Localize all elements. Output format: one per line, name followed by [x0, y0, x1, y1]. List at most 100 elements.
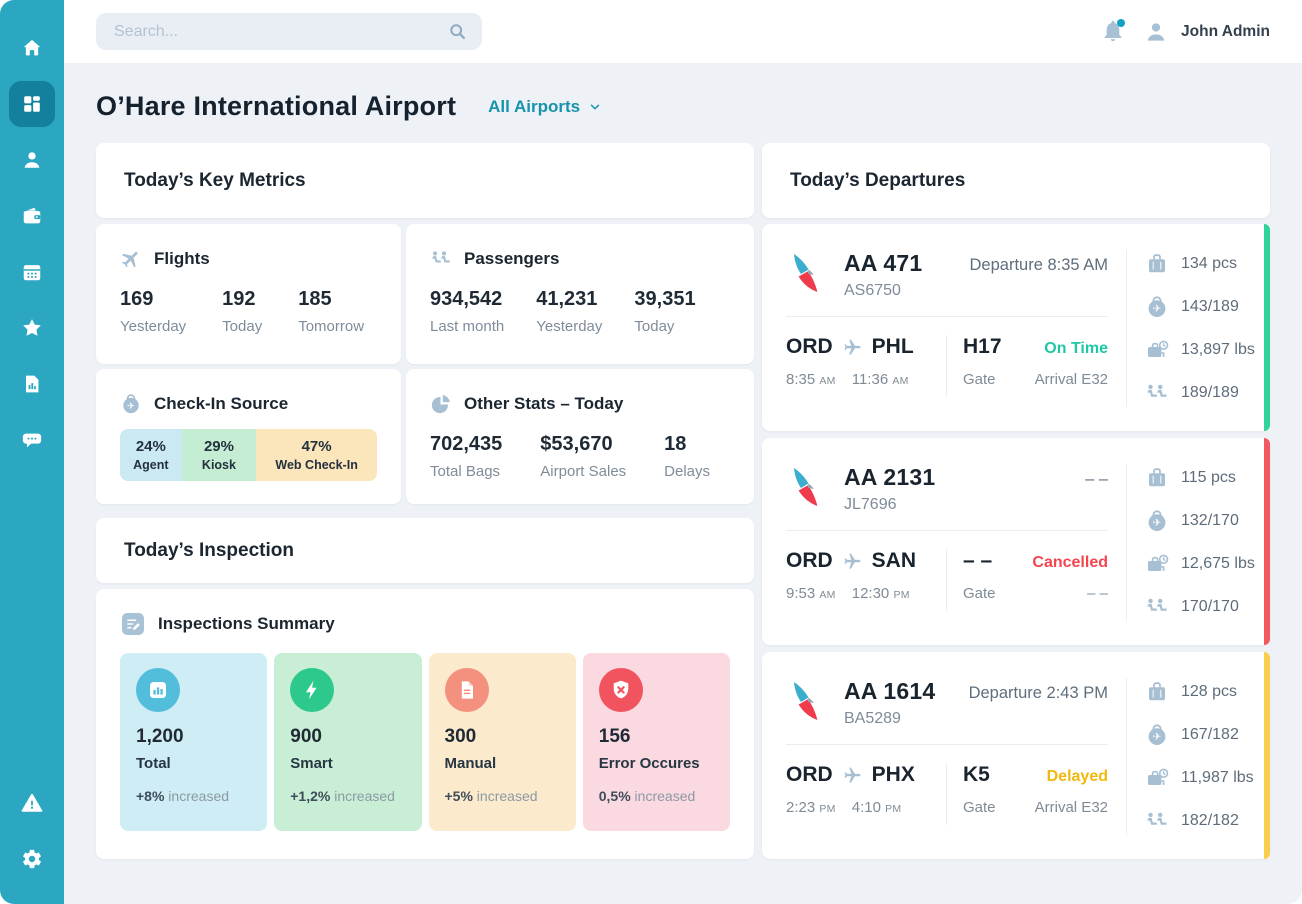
passengers-icon	[430, 248, 452, 270]
divider	[786, 316, 1108, 317]
flight-number: AA 1614	[844, 678, 936, 704]
passengers-icon	[1145, 595, 1169, 619]
status-badge: On Time	[1044, 340, 1108, 357]
user-name: John Admin	[1181, 22, 1270, 40]
user-icon	[21, 149, 43, 171]
inspections-summary-card: Inspections Summary 1,200 Total +8% incr…	[96, 589, 754, 859]
departures-header: Today’s Departures	[762, 143, 1270, 218]
other-stat: $53,670 Airport Sales	[540, 433, 627, 480]
plane-icon	[843, 552, 862, 571]
checkin-segment-bar: 24% Agent 29% Kiosk 47% Web Check-In	[120, 429, 377, 481]
origin-code: ORD	[786, 335, 833, 358]
flights-stat: 185 Tomorrow	[298, 288, 365, 335]
departures-title: Today’s Departures	[790, 169, 966, 191]
flight-number: AA 2131	[844, 464, 936, 490]
inspection-header: Today’s Inspection	[96, 518, 754, 583]
sidebar-item-wallet[interactable]	[9, 193, 55, 239]
arrival-gate: Arrival E32	[1034, 799, 1108, 816]
home-icon	[21, 37, 43, 59]
plane-takeoff-icon	[120, 248, 142, 270]
passengers-stat: 39,351 Today	[634, 288, 696, 335]
codeshare-number: BA5289	[844, 710, 901, 727]
key-metrics-title: Today’s Key Metrics	[124, 169, 306, 191]
baggage-count: 115 pcs	[1145, 466, 1255, 490]
user-menu[interactable]: John Admin	[1143, 19, 1270, 45]
sidebar-item-calendar[interactable]	[9, 249, 55, 295]
gate-label: Gate	[963, 585, 996, 602]
inspections-summary-title: Inspections Summary	[158, 614, 335, 633]
divider	[786, 744, 1108, 745]
cargo-bag-icon	[1145, 509, 1169, 533]
weight-count: 11,987 lbs	[1145, 766, 1254, 790]
departure-time: 2:23 PM	[786, 799, 836, 816]
airline-logo-icon	[786, 678, 830, 722]
sidebar	[0, 0, 64, 904]
flight-card-aa471[interactable]: AA 471 AS6750 Departure 8:35 AM ORD	[762, 224, 1270, 431]
cargo-bag-icon	[1145, 295, 1169, 319]
gate-label: Gate	[963, 799, 996, 816]
divider	[946, 335, 947, 397]
departure-note: Departure 2:43 PM	[968, 684, 1108, 702]
search-input[interactable]: Search...	[96, 13, 482, 50]
seats-count: 182/182	[1145, 809, 1254, 833]
weight-count: 13,897 lbs	[1145, 338, 1255, 362]
search-icon[interactable]	[447, 21, 468, 42]
departure-time: 8:35 AM	[786, 371, 836, 388]
star-icon	[21, 317, 43, 339]
sidebar-item-alerts[interactable]	[9, 780, 55, 826]
status-accent-bar	[1264, 652, 1270, 859]
suitcase-icon	[1145, 466, 1169, 490]
other-stat: 702,435 Total Bags	[430, 433, 503, 480]
sidebar-item-home[interactable]	[9, 25, 55, 71]
airport-filter-dropdown[interactable]: All Airports	[488, 97, 602, 117]
wallet-icon	[21, 205, 43, 227]
checkin-segment-kiosk: 29% Kiosk	[181, 429, 257, 481]
passengers-icon	[1145, 381, 1169, 405]
flight-card-aa2131[interactable]: AA 2131 JL7696 – – ORD	[762, 438, 1270, 645]
seats-count: 170/170	[1145, 595, 1255, 619]
flight-card-aa1614[interactable]: AA 1614 BA5289 Departure 2:43 PM ORD	[762, 652, 1270, 859]
inspection-title: Today’s Inspection	[124, 539, 294, 561]
origin-code: ORD	[786, 763, 833, 786]
sidebar-item-favorites[interactable]	[9, 305, 55, 351]
bar-chart-icon	[136, 668, 180, 712]
cargo-count: 167/182	[1145, 723, 1254, 747]
flights-stat: 192 Today	[222, 288, 263, 335]
status-accent-bar	[1264, 438, 1270, 645]
codeshare-number: AS6750	[844, 282, 901, 299]
search-placeholder: Search...	[114, 22, 179, 40]
passengers-card: Passengers 934,542 Last month 41,231 Yeste…	[406, 224, 754, 364]
lightning-icon	[290, 668, 335, 712]
destination-code: PHL	[871, 335, 914, 358]
other-stat: 18 Delays	[664, 433, 711, 480]
flights-stat: 169 Yesterday	[120, 288, 187, 335]
content-area: O’Hare International Airport All Airport…	[64, 64, 1302, 904]
notifications-button[interactable]	[1101, 18, 1127, 45]
divider	[786, 530, 1108, 531]
weight-icon	[1145, 338, 1169, 362]
sidebar-item-users[interactable]	[9, 137, 55, 183]
checkin-bag-icon	[120, 393, 142, 415]
weight-icon	[1145, 552, 1169, 576]
inspection-total-card: 1,200 Total +8% increased	[120, 653, 268, 831]
arrival-gate: Arrival E32	[1034, 371, 1108, 388]
gate-number: – –	[963, 549, 993, 572]
departure-note: – –	[1085, 470, 1108, 488]
sidebar-item-messages[interactable]	[9, 417, 55, 463]
inspection-manual-card: 300 Manual +5% increased	[428, 653, 576, 831]
status-accent-bar	[1264, 224, 1270, 431]
sidebar-item-settings[interactable]	[9, 836, 55, 882]
departure-note: Departure 8:35 AM	[969, 256, 1109, 274]
topbar: Search... John Admin	[64, 0, 1302, 64]
airline-logo-icon	[786, 464, 830, 508]
status-badge: Delayed	[1046, 768, 1108, 785]
cargo-count: 143/189	[1145, 295, 1255, 319]
sidebar-item-dashboard[interactable]	[9, 81, 55, 127]
checkin-segment-agent: 24% Agent	[120, 429, 182, 481]
calendar-icon	[21, 261, 43, 283]
sidebar-item-reports[interactable]	[9, 361, 55, 407]
divider	[946, 763, 947, 825]
passengers-card-title: Passengers	[464, 249, 560, 268]
warning-icon	[21, 792, 43, 814]
weight-count: 12,675 lbs	[1145, 552, 1255, 576]
